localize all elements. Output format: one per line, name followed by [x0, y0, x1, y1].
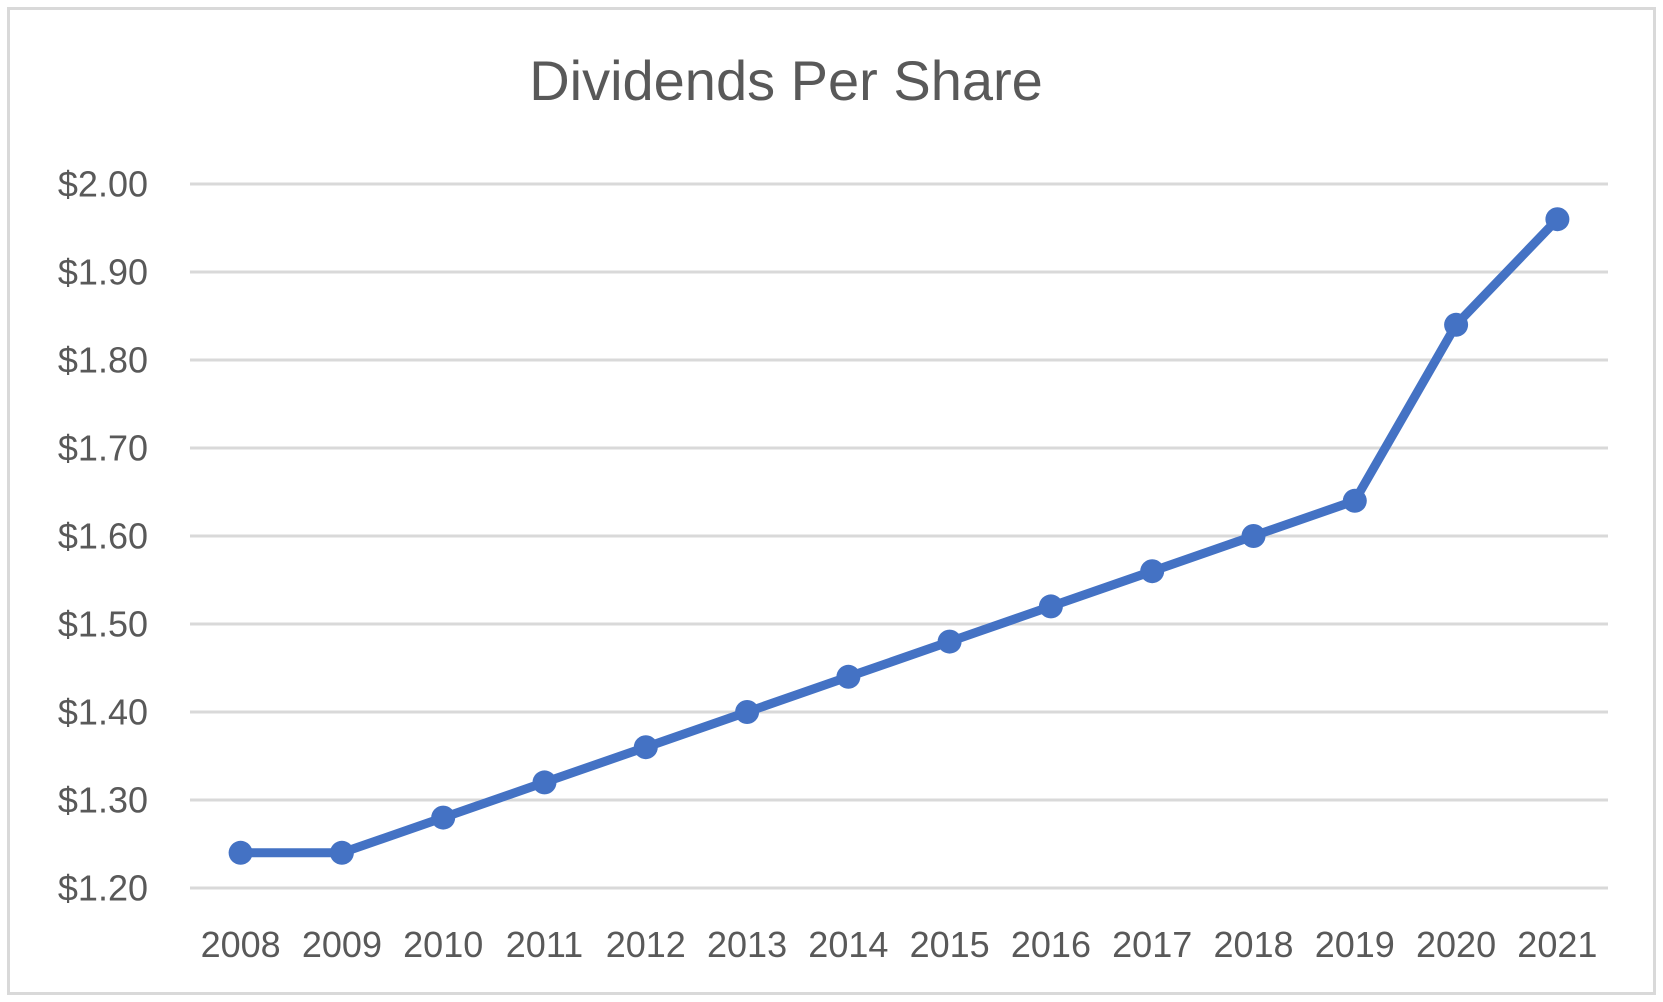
data-point-marker — [735, 700, 760, 724]
data-point-marker — [1241, 524, 1266, 548]
data-point-marker — [1444, 312, 1469, 337]
x-tick-label: 2017 — [1112, 924, 1192, 965]
series-line — [236, 214, 1562, 858]
x-tick-label: 2012 — [606, 924, 686, 965]
y-tick-label: $1.20 — [58, 868, 148, 909]
data-point-marker — [633, 735, 658, 760]
x-tick-label: 2009 — [302, 924, 382, 965]
x-tick-label: 2011 — [506, 924, 583, 965]
y-tick-label: $1.50 — [58, 604, 148, 645]
y-tick-label: $1.70 — [58, 428, 148, 469]
data-series — [228, 207, 1570, 865]
data-point-marker — [1545, 207, 1570, 232]
y-tick-label: $1.40 — [58, 692, 148, 733]
x-tick-label: 2018 — [1213, 924, 1293, 965]
x-tick-label: 2016 — [1011, 924, 1091, 965]
y-tick-label: $2.00 — [58, 164, 148, 205]
x-tick-label: 2020 — [1416, 924, 1496, 965]
data-point-marker — [431, 805, 456, 830]
x-tick-label: 2015 — [910, 924, 990, 965]
data-point-marker — [1140, 559, 1165, 584]
x-axis-labels: 2008 2009 2010 2011 2012 2013 2014 2015 2016 2017… — [201, 924, 1598, 965]
data-point-marker — [1342, 488, 1367, 513]
data-point-marker — [329, 840, 354, 865]
y-axis-labels: $2.00 $1.90 $1.80 $1.70 $1.60 $1.50 $1.40 $1.30… — [58, 164, 148, 909]
x-tick-label: 2010 — [403, 924, 483, 965]
data-point-marker — [836, 664, 861, 689]
x-tick-label: 2019 — [1315, 924, 1395, 965]
data-point-marker — [1038, 594, 1063, 619]
chart-title: Dividends Per Share — [529, 49, 1043, 112]
x-tick-label: 2013 — [707, 924, 787, 965]
y-tick-label: $1.30 — [58, 780, 148, 821]
data-point-marker — [228, 840, 253, 865]
y-tick-label: $1.90 — [58, 252, 148, 293]
x-tick-label: 2021 — [1517, 924, 1597, 965]
chart-border — [7, 7, 1656, 995]
y-tick-label: $1.80 — [58, 340, 148, 381]
data-point-marker — [937, 629, 962, 654]
y-tick-label: $1.60 — [58, 516, 148, 557]
data-point-marker — [532, 770, 557, 795]
x-tick-label: 2008 — [201, 924, 281, 965]
gridlines — [190, 182, 1608, 890]
x-tick-label: 2014 — [808, 924, 888, 965]
